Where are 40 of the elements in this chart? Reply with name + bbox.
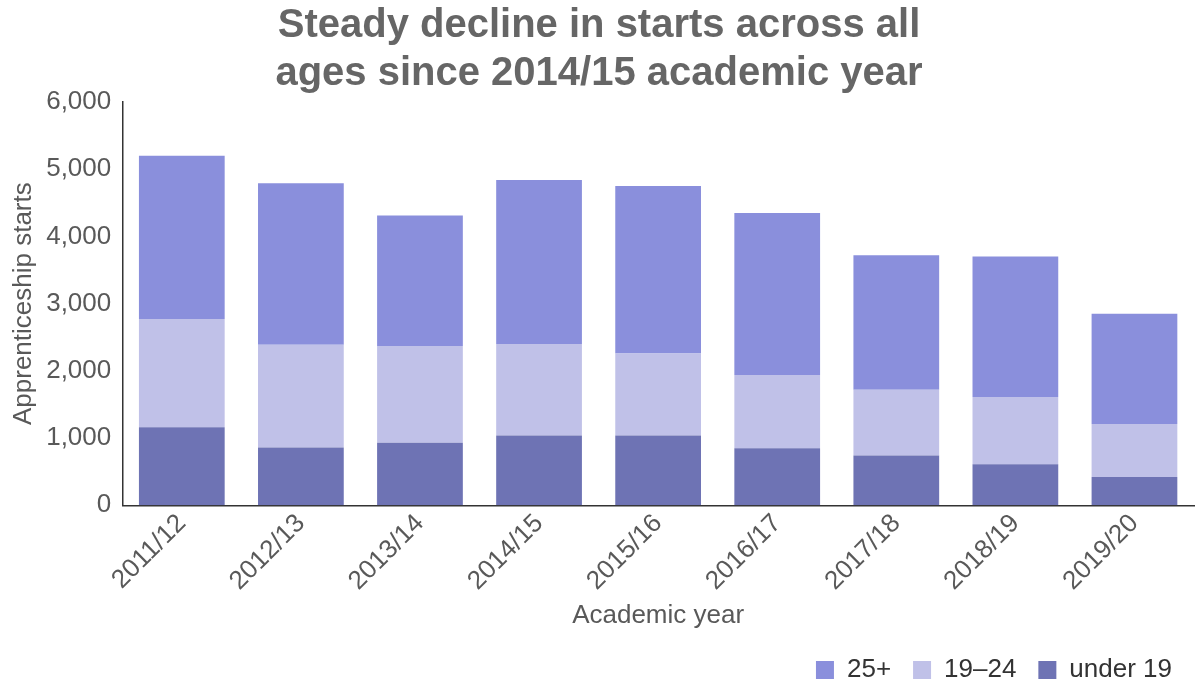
- bar: [258, 447, 344, 506]
- bar: [853, 389, 940, 456]
- y-tick-label: 6,000: [46, 85, 112, 116]
- bar: [1091, 477, 1178, 506]
- x-axis-title: Academic year: [572, 598, 745, 629]
- bar: [496, 435, 582, 506]
- bar: [1091, 313, 1178, 424]
- y-axis-title: Apprenticeship starts: [6, 182, 37, 426]
- bar: [615, 435, 701, 506]
- legend-label: 19–24: [944, 653, 1017, 684]
- chart-title: Steady decline in starts across all ages since 2014/15 academic year: [275, 1, 923, 94]
- bar: [377, 345, 463, 443]
- y-tick-label: 0: [96, 488, 112, 519]
- bar: [853, 255, 940, 390]
- y-tick-label: 2,000: [46, 354, 112, 385]
- bar: [138, 155, 225, 320]
- bar: [377, 215, 463, 346]
- bar: [377, 442, 463, 506]
- bar: [496, 179, 582, 344]
- bar: [734, 212, 821, 375]
- bar: [258, 344, 344, 448]
- bar: [734, 374, 821, 449]
- bar: [972, 397, 1059, 465]
- bar: [972, 464, 1059, 506]
- bar: [853, 455, 940, 506]
- bar: [258, 183, 344, 345]
- legend-label: under 19: [1069, 653, 1173, 684]
- y-tick-label: 3,000: [46, 286, 112, 317]
- bar: [615, 353, 701, 436]
- y-tick-label: 5,000: [46, 152, 112, 183]
- bar: [138, 427, 225, 506]
- bar: [972, 256, 1059, 398]
- y-tick-label: 1,000: [46, 421, 112, 452]
- bar: [1091, 423, 1178, 478]
- bar: [615, 186, 701, 354]
- bar: [496, 343, 582, 436]
- legend-label: 25+: [846, 653, 892, 684]
- bar: [734, 448, 821, 506]
- bar: [138, 319, 225, 428]
- y-tick-label: 4,000: [46, 219, 112, 250]
